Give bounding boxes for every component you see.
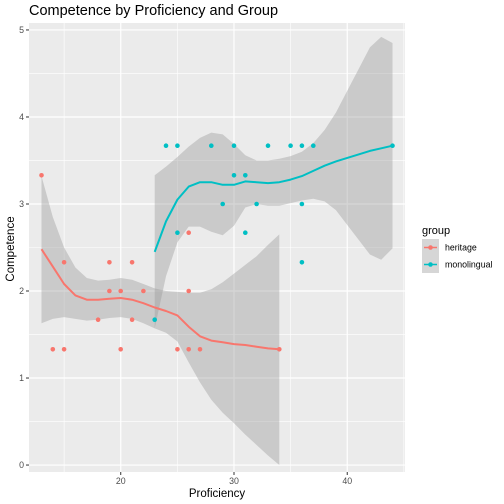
grid-major: [29, 23, 405, 472]
monolingual-point: [288, 143, 293, 148]
monolingual-point: [265, 143, 271, 148]
heritage-point: [61, 260, 67, 265]
monolingual-point: [231, 173, 237, 178]
x-tick-label: 20: [116, 476, 126, 486]
heritage-point: [107, 288, 112, 294]
y-axis-title: Competence: [5, 216, 17, 281]
y-tick-label: 0: [19, 460, 24, 470]
heritage-point: [50, 347, 56, 352]
monolingual-point: [299, 201, 305, 207]
y-axis-ticks: 0 1 2 3 4 5: [19, 25, 29, 470]
monolingual-point: [175, 143, 180, 148]
y-tick-label: 4: [19, 112, 24, 122]
y-tick-label: 5: [19, 25, 24, 35]
heritage-legend-label: heritage: [445, 243, 477, 253]
monolingual-point: [254, 201, 259, 207]
y-tick-label: 3: [19, 199, 24, 209]
legend-keys: heritage monolingual: [422, 239, 492, 273]
monolingual-point: [163, 143, 169, 148]
monolingual-point: [209, 143, 214, 148]
y-tick-label: 2: [19, 286, 24, 296]
grid-minor: [29, 23, 405, 472]
heritage-legend-point: [428, 245, 433, 250]
monolingual-smooth-line: [153, 144, 393, 253]
smooth-lines: [40, 144, 393, 351]
heritage-point: [129, 317, 135, 323]
data-points: [39, 143, 395, 352]
heritage-point: [61, 347, 67, 352]
heritage-point: [186, 347, 191, 352]
monolingual-point: [390, 143, 395, 148]
x-tick-label: 30: [229, 476, 239, 486]
monolingual-legend-point: [428, 262, 433, 267]
heritage-point: [107, 260, 112, 265]
chart-title: Competence by Proficiency and Group: [29, 3, 278, 19]
monolingual-point: [220, 201, 225, 207]
x-axis-title: Proficiency: [189, 488, 245, 500]
heritage-point: [277, 347, 282, 352]
monolingual-point: [175, 230, 180, 235]
x-tick-label: 40: [342, 476, 352, 486]
x-axis-ticks: 20 30 40: [116, 472, 352, 486]
monolingual-point: [152, 317, 157, 323]
legend: group heritage monolingual: [422, 225, 492, 273]
heritage-point: [186, 288, 191, 294]
heritage-point: [95, 317, 101, 323]
monolingual-legend-label: monolingual: [445, 260, 492, 270]
monolingual-point: [231, 143, 237, 148]
heritage-point: [129, 260, 135, 265]
monolingual-point: [299, 143, 305, 148]
heritage-point: [39, 173, 44, 178]
monolingual-point: [299, 260, 305, 265]
heritage-point: [186, 230, 191, 235]
monolingual-point: [311, 143, 316, 148]
heritage-point: [175, 347, 180, 352]
monolingual-point: [243, 230, 248, 235]
heritage-point: [197, 347, 203, 352]
heritage-smooth-line: [40, 248, 280, 351]
legend-title: group: [422, 225, 450, 237]
y-tick-label: 1: [19, 373, 24, 383]
heritage-point: [118, 347, 123, 352]
heritage-point: [141, 288, 146, 294]
monolingual-point: [243, 173, 248, 178]
heritage-point: [118, 288, 123, 294]
heritage-confidence-band: [41, 176, 280, 465]
